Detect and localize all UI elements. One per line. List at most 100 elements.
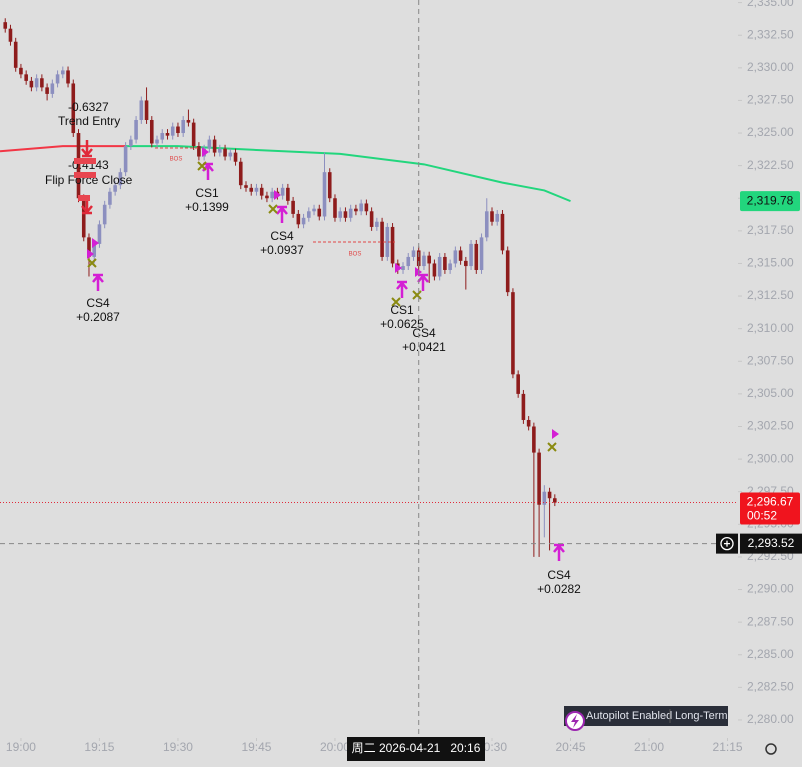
candle-body — [207, 139, 212, 149]
candle-body — [385, 226, 390, 257]
x-tick-label: 19:30 — [163, 740, 193, 754]
candle-body — [249, 187, 254, 192]
candle-body — [453, 250, 458, 264]
signal-label: CS4 — [86, 296, 110, 310]
y-tick-label: 2,317.50 — [747, 223, 794, 237]
y-tick-label: 2,290.00 — [747, 582, 794, 596]
candle-body — [265, 195, 269, 199]
candle-body — [19, 67, 23, 75]
candle-body — [228, 152, 233, 157]
candle-body — [55, 74, 60, 84]
y-tick-label: 2,285.00 — [747, 647, 794, 661]
candle-body — [92, 243, 97, 257]
candle-body — [432, 263, 437, 277]
candle-body — [411, 250, 416, 257]
annotation: Trend Entry — [58, 114, 120, 128]
candle-body — [149, 119, 154, 144]
y-tick-label: 2,282.50 — [747, 680, 794, 694]
candle-body — [542, 491, 547, 505]
candle-body — [375, 221, 379, 227]
candle-body — [139, 100, 144, 120]
y-tick-label: 2,302.50 — [747, 419, 794, 433]
candle-body — [244, 185, 248, 188]
candle-body — [197, 146, 201, 157]
signal-triangle — [92, 238, 99, 248]
candle-body — [364, 203, 369, 212]
crosshair-price: 2,293.52 — [748, 536, 795, 550]
last-price-tag — [740, 492, 800, 525]
candle-body — [71, 83, 76, 134]
candle-body — [532, 426, 536, 453]
candle-body — [322, 172, 327, 217]
crosshair-tag — [740, 533, 802, 554]
time-tag — [347, 737, 485, 761]
candle-body — [333, 198, 337, 218]
long-arrow — [276, 205, 288, 223]
candle-body — [155, 139, 159, 144]
candle-body — [40, 78, 44, 88]
settings-icon[interactable] — [765, 743, 777, 755]
annotation: Flip Force Close — [45, 173, 133, 187]
signal-label: CS1 — [195, 186, 219, 200]
long-arrow — [553, 543, 565, 561]
y-tick-label: 2,305.00 — [747, 386, 794, 400]
candle-body — [495, 213, 500, 222]
candle-body — [458, 250, 463, 261]
candle-body — [134, 119, 138, 140]
candle-body — [13, 41, 18, 68]
candle-body — [160, 133, 165, 140]
long-arrow — [417, 273, 429, 291]
annotation: -0.6327 — [68, 100, 109, 114]
add-icon-plus — [724, 540, 730, 547]
candle-body — [380, 221, 384, 257]
candle-body — [218, 148, 222, 153]
candle-body — [223, 148, 227, 157]
candle-body — [474, 243, 479, 270]
exit-x — [547, 442, 557, 452]
candle-body — [144, 100, 149, 120]
candle-body — [416, 250, 421, 267]
candle-body — [129, 139, 133, 147]
signal-pnl: +0.2087 — [76, 310, 120, 324]
y-tick-label: 2,332.50 — [747, 27, 794, 41]
candle-body — [165, 133, 170, 136]
last-price-label: 2,296.67 — [747, 495, 794, 509]
candle-body — [448, 263, 452, 270]
crosshair-time: 周二 2026-04-21 20:16 — [352, 741, 481, 755]
signal-label: CS4 — [412, 326, 436, 340]
y-tick-label: 2,325.00 — [747, 125, 794, 139]
candle-body — [45, 87, 49, 94]
candle-body — [254, 187, 259, 192]
countdown: 00:52 — [747, 509, 777, 523]
add-icon — [720, 536, 734, 551]
candle-body — [29, 80, 34, 88]
candle-body — [469, 243, 473, 267]
y-tick-label: 2,327.50 — [747, 93, 794, 107]
candle-body — [286, 187, 290, 201]
badge-mode: Long-Term — [675, 710, 728, 722]
candle-body — [526, 419, 531, 427]
signal-triangle — [87, 249, 94, 259]
y-tick-label: 2,335.00 — [747, 0, 794, 9]
exit-x — [197, 161, 207, 171]
candle-body — [233, 152, 238, 162]
badge-bolt — [571, 714, 579, 728]
y-tick-label: 2,300.00 — [747, 451, 794, 465]
badge[interactable] — [564, 706, 728, 726]
ema-line — [125, 145, 571, 203]
annotation: BOS — [349, 252, 362, 258]
candle-body — [291, 200, 295, 214]
signal-pnl: +0.0937 — [260, 243, 304, 257]
x-tick-label: 21:00 — [634, 740, 664, 754]
signal-label: CS1 — [390, 303, 414, 317]
candle-body — [97, 224, 102, 244]
x-tick-label: 19:15 — [84, 740, 114, 754]
exit-marker — [74, 172, 96, 178]
candle-body — [553, 498, 557, 503]
candle-body — [312, 208, 316, 212]
candle-body — [479, 237, 484, 270]
